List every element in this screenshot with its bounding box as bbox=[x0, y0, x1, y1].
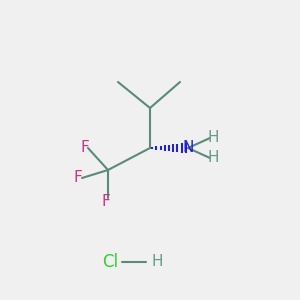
Text: Cl: Cl bbox=[102, 253, 118, 271]
Text: H: H bbox=[151, 254, 163, 269]
Text: N: N bbox=[182, 140, 194, 155]
Text: F: F bbox=[102, 194, 110, 208]
Text: F: F bbox=[74, 170, 82, 185]
Text: H: H bbox=[207, 130, 219, 146]
Text: H: H bbox=[207, 151, 219, 166]
Text: F: F bbox=[81, 140, 89, 154]
